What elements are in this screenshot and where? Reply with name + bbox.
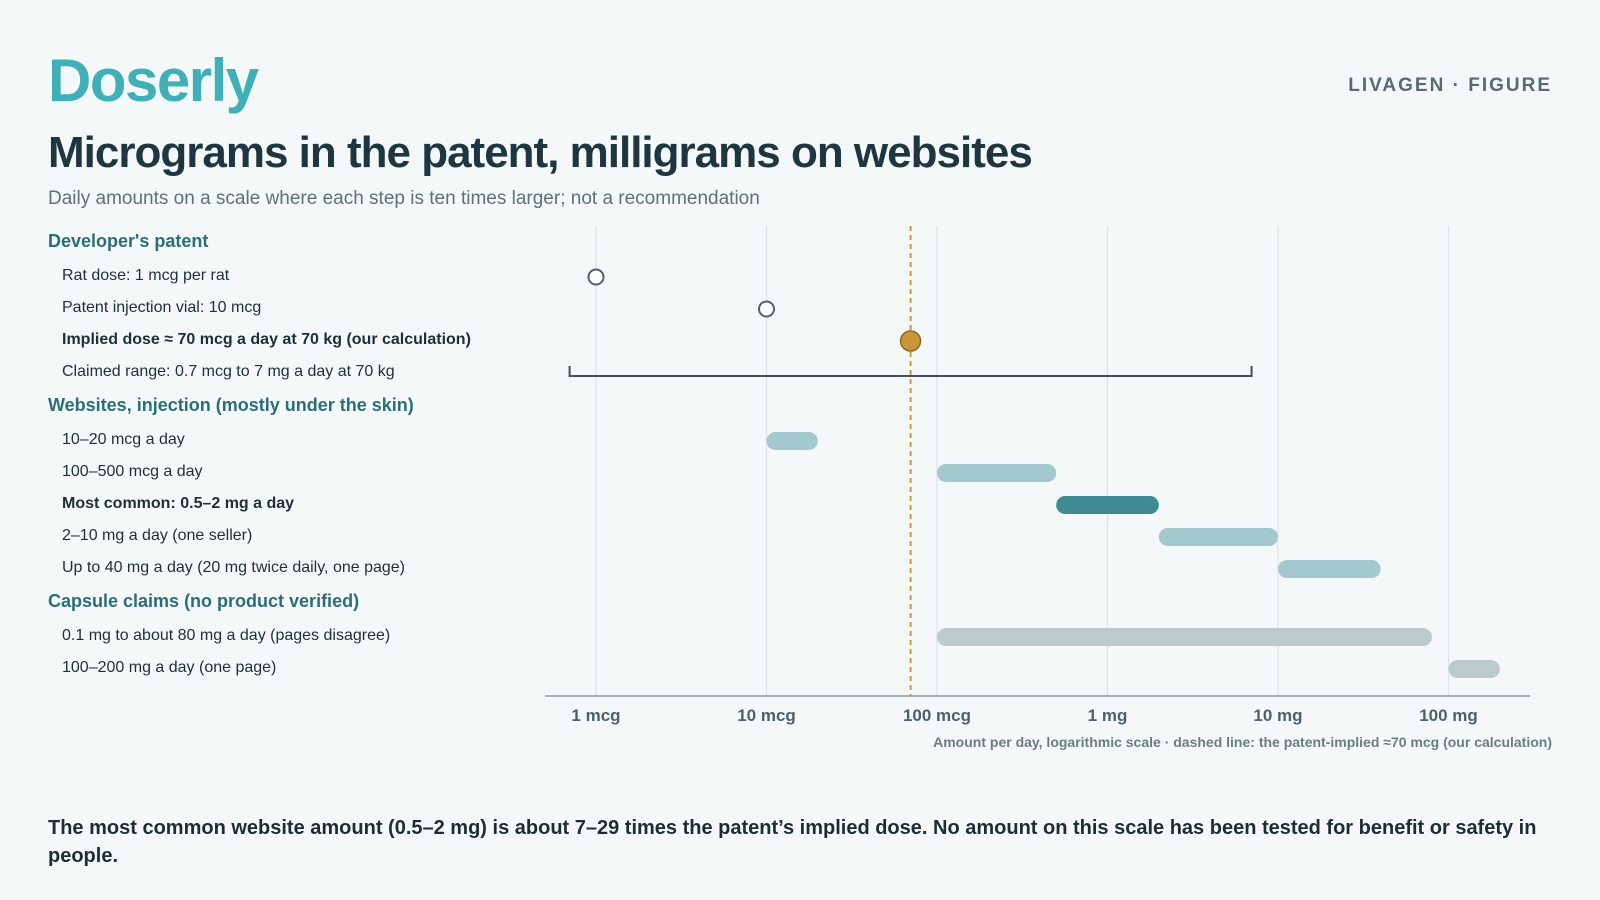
row-label: 100–200 mg a day (one page)	[62, 659, 277, 676]
row-labels: Developer's patent Rat dose: 1 mcg per ra…	[0, 0, 540, 700]
range-bar	[1278, 560, 1381, 578]
range-bar	[937, 464, 1057, 482]
implied-dose-point	[899, 330, 922, 352]
x-tick-label: 1 mcg	[571, 706, 620, 725]
figure-tag: LIVAGEN · FIGURE	[1348, 75, 1552, 96]
row-label: Implied dose ≈ 70 mcg a day at 70 kg (ou…	[62, 331, 471, 348]
x-tick-label: 10 mg	[1253, 706, 1302, 725]
row-label: Claimed range: 0.7 mcg to 7 mg a day at …	[62, 363, 395, 380]
group-heading: Websites, injection (mostly under the sk…	[48, 395, 414, 415]
x-tick-label: 1 mg	[1088, 706, 1128, 725]
takeaway-text: The most common website amount (0.5–2 mg…	[48, 817, 1537, 867]
axis-note: Amount per day, logarithmic scale · dash…	[933, 734, 1552, 750]
row-label: Rat dose: 1 mcg per rat	[62, 267, 230, 284]
row-label: 0.1 mg to about 80 mg a day (pages disag…	[62, 627, 391, 644]
row-label: Patent injection vial: 10 mcg	[62, 299, 262, 316]
row-label: Most common: 0.5–2 mg a day	[62, 495, 295, 512]
x-tick-label: 10 mcg	[737, 706, 796, 725]
group-heading: Capsule claims (no product verified)	[48, 591, 360, 611]
range-bar	[1158, 528, 1278, 546]
page-title: Micrograms in the patent, milligrams on …	[48, 128, 1033, 177]
range-bar	[1056, 496, 1159, 514]
x-tick-label: 100 mcg	[903, 706, 971, 725]
dose-point	[758, 300, 775, 318]
group-heading: Developer's patent	[48, 231, 209, 251]
row-label: 2–10 mg a day (one seller)	[62, 527, 253, 544]
range-bar	[1448, 660, 1500, 678]
range-bar	[766, 432, 818, 450]
brand-logo: Doserly	[48, 47, 259, 114]
claimed-range-bracket	[568, 366, 1253, 377]
row-label: 10–20 mcg a day	[62, 431, 185, 448]
dose-point	[587, 268, 605, 286]
page-subtitle: Daily amounts on a scale where each step…	[48, 188, 760, 209]
row-label: Up to 40 mg a day (20 mg twice daily, on…	[62, 559, 405, 576]
row-label: 100–500 mcg a day	[62, 463, 203, 480]
x-tick-label: 100 mg	[1419, 706, 1478, 725]
range-bar	[937, 628, 1432, 646]
